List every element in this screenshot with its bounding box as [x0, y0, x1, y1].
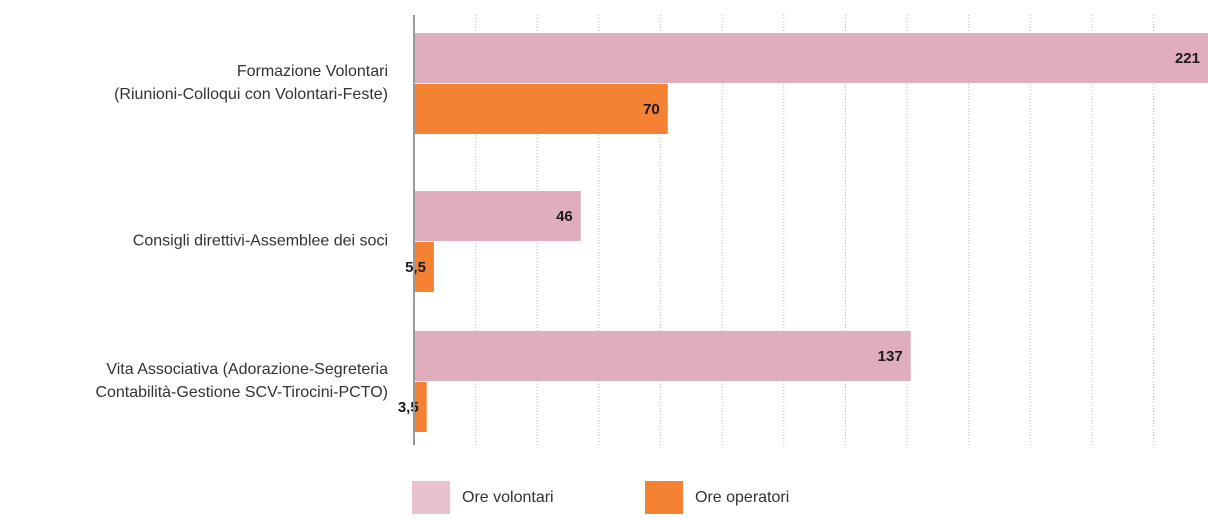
- value-label: 3,5: [398, 399, 419, 416]
- category-label: Vita Associativa (Adorazione-Segreteria: [106, 361, 388, 378]
- category-label: Formazione Volontari: [237, 63, 388, 80]
- value-label: 137: [878, 348, 903, 365]
- value-label: 70: [643, 101, 660, 118]
- labels: Formazione Volontari (Riunioni-Colloqui c…: [95, 15, 1200, 514]
- category-label: Contabilità-Gestione SCV-Tirocini-PCTO): [95, 384, 388, 401]
- bar: [414, 242, 434, 292]
- bar: [414, 33, 1208, 83]
- category-label: Consigli direttivi-Assemblee dei soci: [133, 233, 388, 250]
- bar: [414, 84, 668, 134]
- legend-swatch: [412, 481, 450, 514]
- bar: [414, 331, 911, 381]
- value-label: 5,5: [405, 259, 426, 276]
- category-label: (Riunioni-Colloqui con Volontari-Feste): [114, 86, 388, 103]
- bar: [414, 382, 427, 432]
- legend-label: Ore volontari: [462, 489, 554, 506]
- bar: [414, 191, 581, 241]
- value-label: 46: [556, 208, 573, 225]
- legend-swatch: [645, 481, 683, 514]
- bars: [414, 33, 1208, 432]
- value-label: 221: [1175, 50, 1200, 67]
- legend-label: Ore operatori: [695, 489, 789, 506]
